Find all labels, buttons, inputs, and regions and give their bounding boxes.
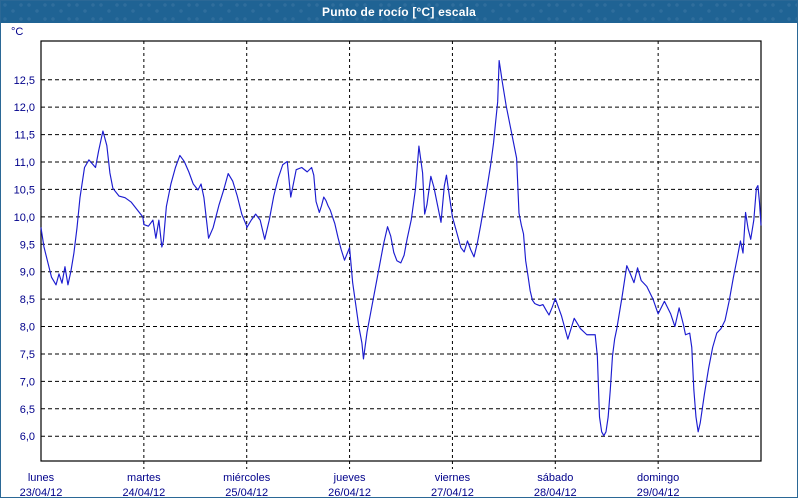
svg-text:11,0: 11,0 <box>14 157 35 169</box>
svg-text:12,0: 12,0 <box>14 102 35 114</box>
svg-text:domingo: domingo <box>637 472 679 484</box>
svg-text:12,5: 12,5 <box>14 75 35 87</box>
svg-text:7,5: 7,5 <box>20 349 35 361</box>
svg-text:10,0: 10,0 <box>14 212 35 224</box>
svg-text:7,0: 7,0 <box>20 376 35 388</box>
svg-text:25/04/12: 25/04/12 <box>225 487 268 498</box>
svg-text:9,5: 9,5 <box>20 239 35 251</box>
svg-text:°C: °C <box>11 26 23 38</box>
svg-text:26/04/12: 26/04/12 <box>328 487 371 498</box>
svg-text:6,5: 6,5 <box>20 404 35 416</box>
svg-text:23/04/12: 23/04/12 <box>20 487 63 498</box>
svg-text:10,5: 10,5 <box>14 184 35 196</box>
svg-text:8,5: 8,5 <box>20 294 35 306</box>
svg-text:24/04/12: 24/04/12 <box>122 487 165 498</box>
svg-text:27/04/12: 27/04/12 <box>431 487 474 498</box>
svg-text:6,0: 6,0 <box>20 431 35 443</box>
svg-text:jueves: jueves <box>333 472 366 484</box>
svg-text:29/04/12: 29/04/12 <box>637 487 680 498</box>
svg-text:9,0: 9,0 <box>20 267 35 279</box>
svg-text:sábado: sábado <box>537 472 573 484</box>
svg-text:miércoles: miércoles <box>223 472 271 484</box>
svg-text:viernes: viernes <box>435 472 471 484</box>
svg-text:28/04/12: 28/04/12 <box>534 487 577 498</box>
svg-text:11,5: 11,5 <box>14 130 35 142</box>
svg-text:lunes: lunes <box>28 472 55 484</box>
svg-text:8,0: 8,0 <box>20 322 35 334</box>
svg-text:martes: martes <box>127 472 161 484</box>
